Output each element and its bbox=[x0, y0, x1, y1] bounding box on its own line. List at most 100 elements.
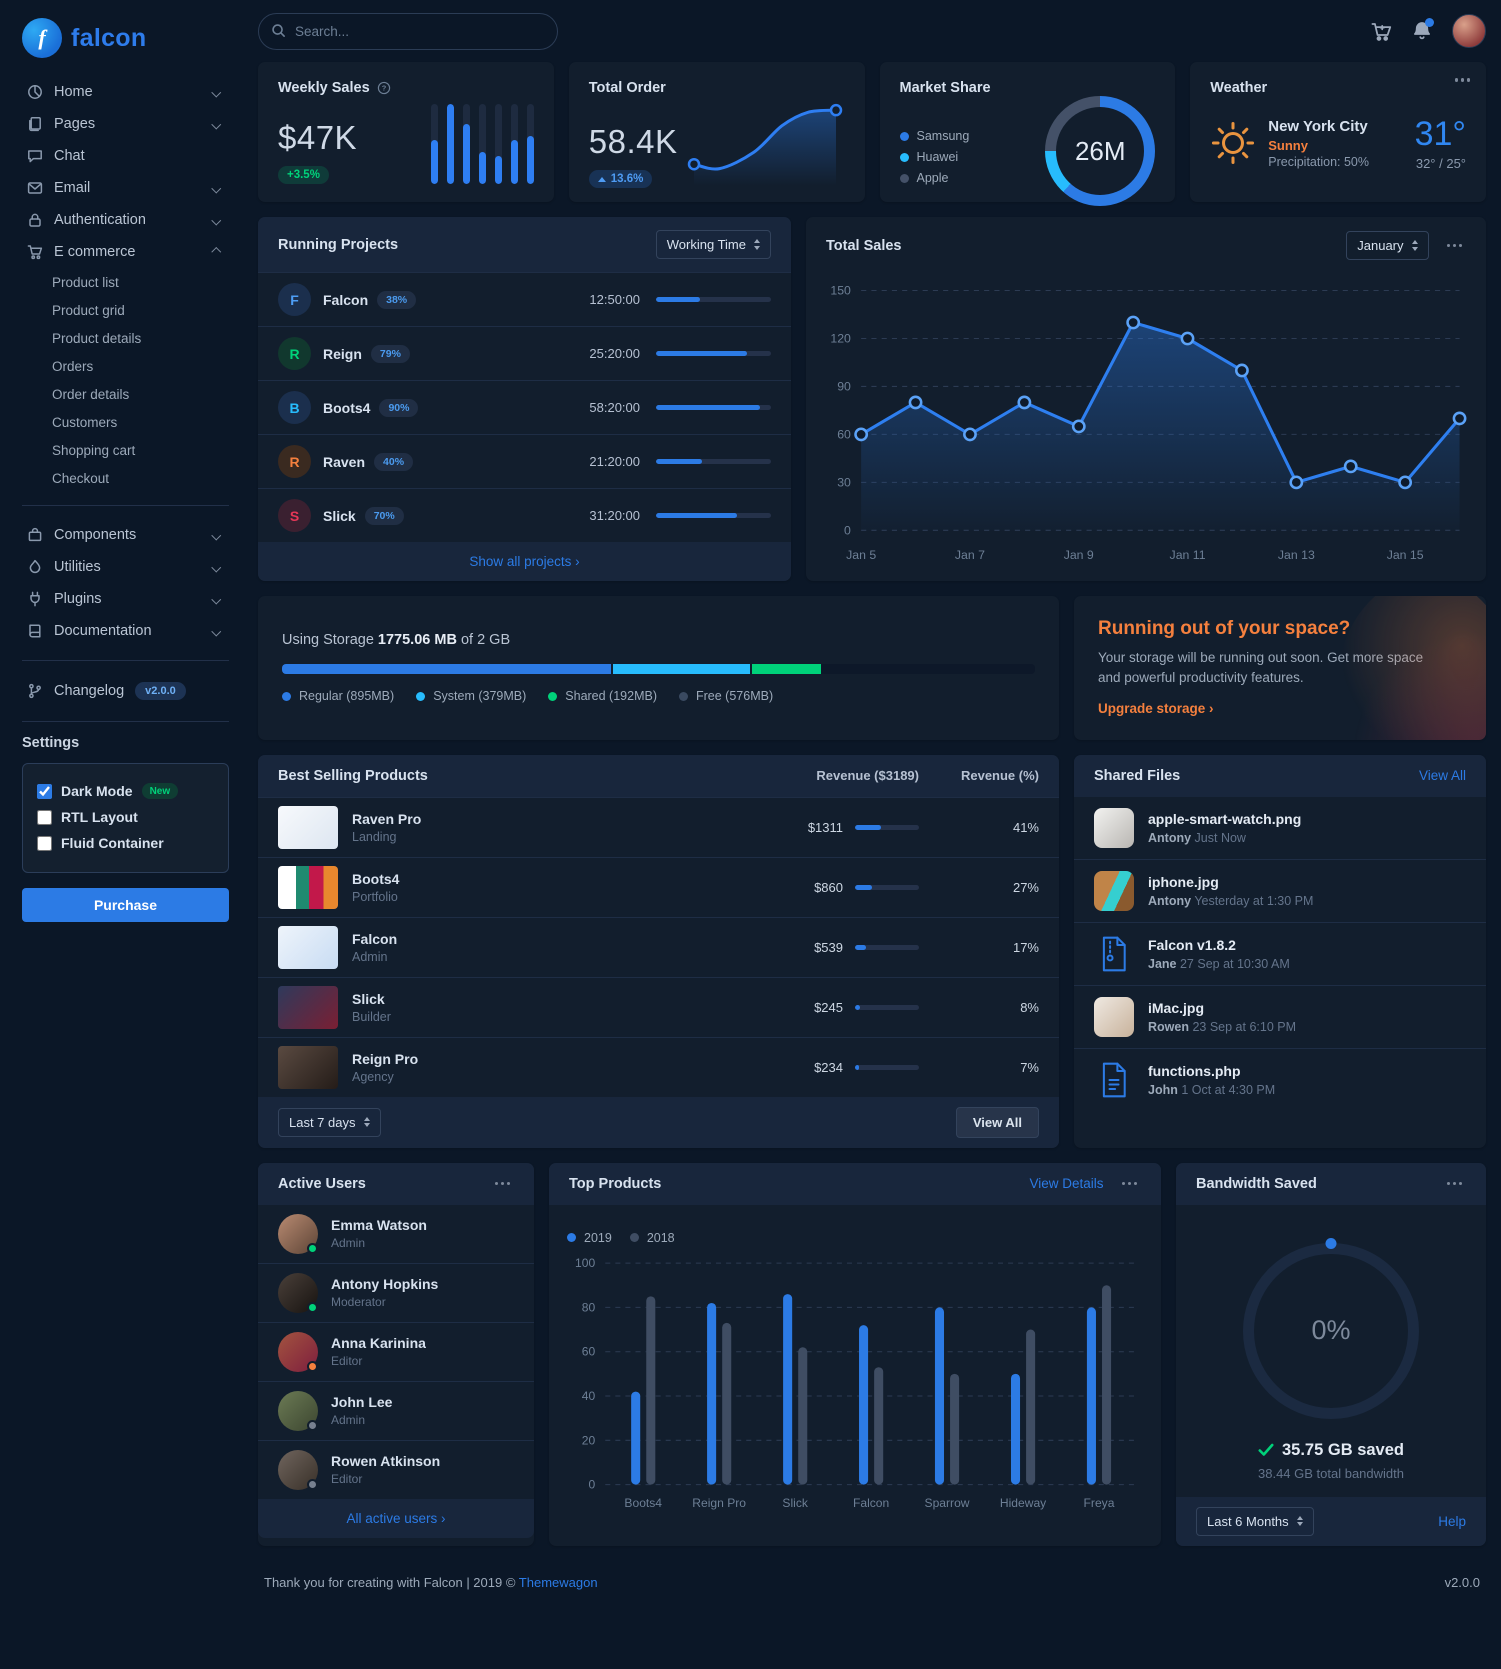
last-7-days-select[interactable]: Last 7 days bbox=[278, 1107, 381, 1137]
project-name[interactable]: Raven bbox=[323, 453, 366, 470]
file-author: Antony bbox=[1148, 830, 1192, 845]
sidebar-item-components[interactable]: Components bbox=[22, 519, 229, 551]
sidebar-subitem-product-details[interactable]: Product details bbox=[52, 330, 142, 346]
space-title: Running out of your space? bbox=[1098, 618, 1351, 639]
card-menu-icon[interactable] bbox=[491, 1178, 515, 1190]
file-thumbnail bbox=[1094, 996, 1134, 1037]
chevron-down-icon bbox=[211, 562, 221, 572]
file-name[interactable]: apple-smart-watch.png bbox=[1148, 810, 1302, 827]
project-avatar: R bbox=[278, 337, 311, 370]
project-name[interactable]: Falcon bbox=[323, 291, 369, 308]
sidebar-subitem-checkout[interactable]: Checkout bbox=[52, 470, 110, 486]
project-avatar: R bbox=[278, 445, 311, 478]
running-projects-title: Running Projects bbox=[278, 236, 399, 253]
user-avatar[interactable] bbox=[1452, 14, 1486, 48]
status-dot bbox=[307, 1242, 318, 1254]
sidebar-item-utilities[interactable]: Utilities bbox=[22, 551, 229, 583]
file-name[interactable]: functions.php bbox=[1148, 1062, 1241, 1079]
shared-files-view-all-link[interactable]: View All bbox=[1418, 768, 1466, 783]
project-name[interactable]: Reign bbox=[323, 345, 362, 362]
file-name[interactable]: iphone.jpg bbox=[1148, 873, 1219, 890]
project-row: F Falcon 38% 12:50:00 bbox=[258, 272, 791, 326]
sidebar-item-documentation[interactable]: Documentation bbox=[22, 615, 229, 647]
working-time-select[interactable]: Working Time bbox=[655, 230, 771, 259]
cart-icon[interactable] bbox=[1371, 22, 1392, 41]
page-footer: Thank you for creating with Falcon | 201… bbox=[258, 1561, 1486, 1616]
product-revenue-bar bbox=[855, 1004, 919, 1010]
purchase-button[interactable]: Purchase bbox=[22, 888, 229, 922]
product-name[interactable]: Reign Pro bbox=[352, 1050, 419, 1067]
user-name[interactable]: Rowen Atkinson bbox=[331, 1453, 441, 1469]
sidebar-subitem-customers[interactable]: Customers bbox=[52, 414, 118, 430]
user-name[interactable]: John Lee bbox=[331, 1394, 393, 1410]
settings-checkbox[interactable] bbox=[37, 809, 52, 825]
space-body: Your storage will be running out soon. G… bbox=[1098, 650, 1424, 686]
sidebar-subitem-orders[interactable]: Orders bbox=[52, 358, 94, 374]
total-order-value: 58.4K bbox=[588, 123, 678, 160]
sidebar-item-email[interactable]: Email bbox=[22, 172, 229, 204]
file-name[interactable]: iMac.jpg bbox=[1148, 999, 1205, 1016]
product-revenue: $539 bbox=[814, 939, 843, 955]
sidebar-item-changelog[interactable]: Changelog v2.0.0 bbox=[22, 674, 229, 708]
app-logo[interactable]: f falcon bbox=[22, 14, 229, 76]
card-menu-icon[interactable] bbox=[1118, 1178, 1142, 1190]
user-name[interactable]: Anna Karinina bbox=[331, 1335, 426, 1351]
legend-label: Regular (895MB) bbox=[299, 689, 395, 704]
all-active-users-link[interactable]: All active users › bbox=[346, 1510, 446, 1526]
sidebar-divider bbox=[22, 721, 229, 722]
top-products-title: Top Products bbox=[569, 1175, 662, 1192]
sidebar-item-label: Utilities bbox=[54, 559, 101, 575]
project-name[interactable]: Slick bbox=[323, 507, 356, 524]
settings-checkbox[interactable] bbox=[37, 783, 52, 799]
sidebar-item-home[interactable]: Home bbox=[22, 76, 229, 108]
sidebar-item-authentication[interactable]: Authentication bbox=[22, 204, 229, 236]
card-menu-icon[interactable] bbox=[1451, 74, 1475, 86]
user-role: Admin bbox=[331, 1413, 366, 1427]
active-users-footer: All active users › bbox=[258, 1498, 534, 1538]
sidebar-subitem-product-list[interactable]: Product list bbox=[52, 274, 119, 290]
file-time: Yesterday at 1:30 PM bbox=[1194, 893, 1314, 908]
card-menu-icon[interactable] bbox=[1443, 1178, 1467, 1190]
top-products-chart: 0 20 40 60 80 100 Boots4 Reign Pro Slick Falcon Sp… bbox=[575, 1256, 1137, 1509]
bell-icon[interactable] bbox=[1412, 17, 1434, 42]
file-name[interactable]: Falcon v1.8.2 bbox=[1148, 936, 1236, 953]
user-name[interactable]: Emma Watson bbox=[331, 1217, 427, 1233]
sidebar-item-chat[interactable]: Chat bbox=[22, 140, 229, 172]
sidebar-subitem-product-grid[interactable]: Product grid bbox=[52, 302, 125, 318]
show-all-projects-link[interactable]: Show all projects › bbox=[469, 554, 580, 569]
help-link[interactable]: Help bbox=[1438, 1513, 1466, 1529]
product-name[interactable]: Boots4 bbox=[352, 870, 400, 887]
market-share-value: 26M bbox=[1074, 135, 1126, 166]
upgrade-storage-link[interactable]: Upgrade storage › bbox=[1098, 700, 1214, 716]
view-all-button[interactable]: View All bbox=[955, 1106, 1039, 1138]
product-revenue: $234 bbox=[814, 1059, 843, 1075]
product-name[interactable]: Raven Pro bbox=[352, 810, 422, 827]
info-icon[interactable]: ? bbox=[377, 81, 391, 95]
product-thumbnail bbox=[278, 1045, 338, 1089]
month-select[interactable]: January bbox=[1346, 231, 1429, 260]
sidebar-item-plugins[interactable]: Plugins bbox=[22, 583, 229, 615]
sidebar-subitem-order-details[interactable]: Order details bbox=[52, 386, 130, 402]
project-name[interactable]: Boots4 bbox=[323, 399, 371, 416]
svg-text:?: ? bbox=[381, 84, 386, 93]
sidebar-item-e-commerce[interactable]: E commerce bbox=[22, 236, 229, 268]
view-details-link[interactable]: View Details bbox=[1029, 1176, 1104, 1191]
product-percent: 7% bbox=[1020, 1059, 1039, 1075]
sidebar-item-pages[interactable]: Pages bbox=[22, 108, 229, 140]
upgrade-space-card: Running out of your space? Your storage … bbox=[1074, 596, 1486, 740]
card-menu-icon[interactable] bbox=[1443, 240, 1467, 252]
settings-checkbox[interactable] bbox=[37, 835, 52, 851]
search-input[interactable] bbox=[258, 12, 558, 50]
product-percent: 41% bbox=[1012, 819, 1039, 835]
sidebar-item-label: E commerce bbox=[54, 244, 136, 260]
product-name[interactable]: Slick bbox=[352, 990, 385, 1007]
storage-legend: Regular (895MB) System (379MB) Shared (1… bbox=[282, 689, 1035, 703]
themewagon-link[interactable]: Themewagon bbox=[518, 1574, 598, 1590]
sidebar-subitem-shopping-cart[interactable]: Shopping cart bbox=[52, 442, 136, 458]
last-6-months-select[interactable]: Last 6 Months bbox=[1196, 1506, 1314, 1536]
legend-item: 2018 bbox=[629, 1231, 675, 1245]
product-name[interactable]: Falcon bbox=[352, 930, 398, 947]
project-progressbar bbox=[656, 513, 771, 518]
user-name[interactable]: Antony Hopkins bbox=[331, 1276, 439, 1292]
